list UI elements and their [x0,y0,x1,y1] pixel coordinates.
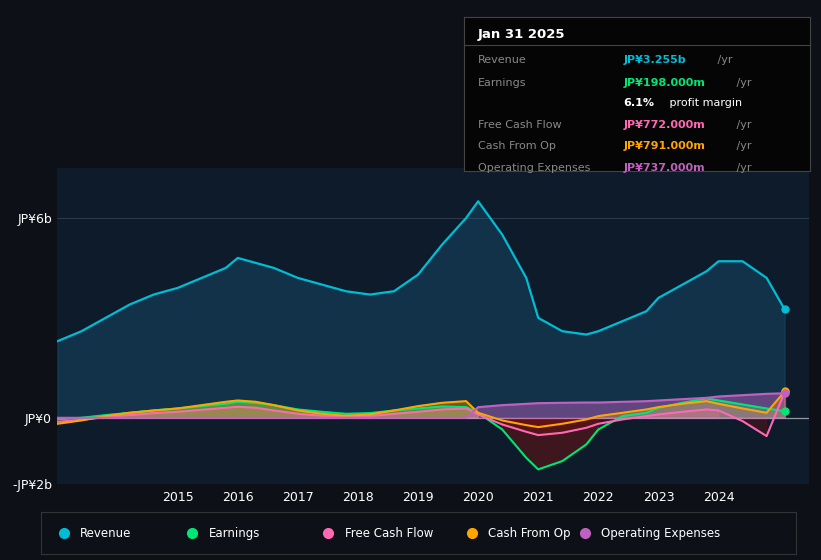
Text: Operating Expenses: Operating Expenses [478,163,590,172]
Text: Earnings: Earnings [209,527,260,540]
Text: /yr: /yr [733,120,752,129]
Text: profit margin: profit margin [666,98,741,108]
Text: JP¥791.000m: JP¥791.000m [623,141,705,151]
Text: JP¥198.000m: JP¥198.000m [623,78,705,88]
Text: JP¥772.000m: JP¥772.000m [623,120,705,129]
Text: JP¥737.000m: JP¥737.000m [623,163,705,172]
Text: /yr: /yr [733,141,752,151]
Text: 6.1%: 6.1% [623,98,654,108]
Text: /yr: /yr [714,55,732,65]
Text: Earnings: Earnings [478,78,526,88]
Text: JP¥3.255b: JP¥3.255b [623,55,686,65]
Text: Jan 31 2025: Jan 31 2025 [478,27,565,40]
Text: Cash From Op: Cash From Op [478,141,556,151]
Text: Free Cash Flow: Free Cash Flow [345,527,433,540]
Text: Operating Expenses: Operating Expenses [602,527,721,540]
Text: Cash From Op: Cash From Op [488,527,571,540]
Text: /yr: /yr [733,163,752,172]
Text: Revenue: Revenue [478,55,526,65]
Text: Revenue: Revenue [80,527,131,540]
Text: Free Cash Flow: Free Cash Flow [478,120,562,129]
Text: /yr: /yr [733,78,752,88]
